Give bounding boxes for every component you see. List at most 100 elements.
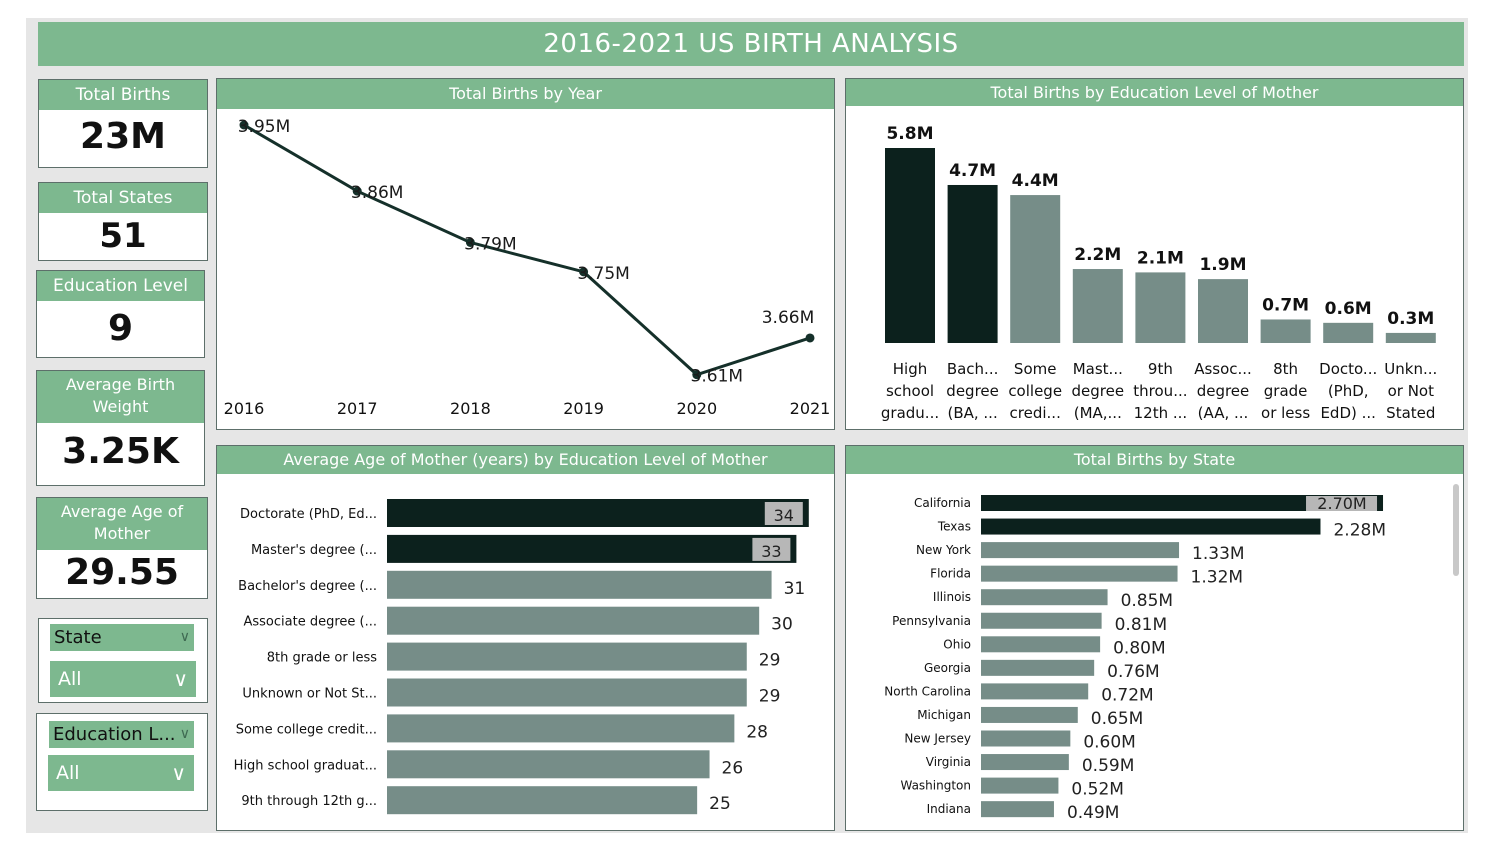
data-label: 5.8M bbox=[886, 124, 933, 144]
category-label: Unkn... bbox=[1384, 360, 1437, 378]
data-point bbox=[805, 333, 815, 343]
data-label: 33 bbox=[761, 542, 781, 561]
data-point bbox=[465, 237, 475, 247]
panel-title: Average Age of Mother (years) by Educati… bbox=[217, 446, 834, 474]
x-tick-label: 2020 bbox=[676, 399, 717, 418]
state-dropdown[interactable]: All ∨ bbox=[50, 661, 196, 697]
kpi-value: 23M bbox=[80, 116, 166, 157]
data-label: 0.6M bbox=[1325, 299, 1372, 319]
x-tick-label: 2017 bbox=[337, 399, 378, 418]
kpi-value: 9 bbox=[107, 308, 134, 349]
data-label: 30 bbox=[771, 615, 793, 635]
kpi-value: 29.55 bbox=[65, 552, 179, 593]
category-label: Bachelor's degree (... bbox=[238, 579, 377, 594]
category-label: 8th bbox=[1273, 360, 1298, 378]
bar bbox=[885, 148, 935, 343]
bar bbox=[981, 801, 1054, 818]
kpi-total-births[interactable]: Total Births 23M bbox=[38, 79, 208, 168]
data-label: 2.2M bbox=[1074, 245, 1121, 265]
data-label: 1.33M bbox=[1192, 544, 1245, 564]
dashboard-title: 2016-2021 US BIRTH ANALYSIS bbox=[38, 22, 1464, 66]
data-label: 2.70M bbox=[1317, 494, 1366, 513]
data-point bbox=[352, 186, 362, 196]
bar bbox=[981, 683, 1089, 700]
kpi-label: Average Age of Mother bbox=[37, 498, 207, 550]
data-label: 0.85M bbox=[1121, 591, 1174, 611]
bar bbox=[387, 570, 772, 599]
data-point bbox=[579, 267, 589, 277]
data-label: 0.3M bbox=[1387, 309, 1434, 329]
category-label: Some college credit... bbox=[236, 722, 377, 737]
data-label: 0.60M bbox=[1083, 733, 1136, 753]
category-label: or Not bbox=[1388, 382, 1435, 400]
bar bbox=[387, 750, 710, 779]
category-label: Georgia bbox=[924, 661, 971, 675]
data-label-background bbox=[1306, 496, 1378, 511]
category-label: Florida bbox=[930, 567, 971, 581]
data-label: 3.95M bbox=[238, 117, 291, 137]
category-label: Texas bbox=[937, 520, 971, 534]
category-label: Doctorate (PhD, Ed... bbox=[240, 507, 377, 522]
age-by-education-panel[interactable]: Average Age of Mother (years) by Educati… bbox=[216, 445, 835, 831]
data-label: 0.52M bbox=[1071, 780, 1124, 800]
education-dropdown[interactable]: All ∨ bbox=[48, 755, 194, 791]
bar bbox=[981, 659, 1095, 676]
series-line bbox=[243, 123, 811, 377]
bar bbox=[981, 589, 1108, 606]
data-label: 3.61M bbox=[691, 367, 744, 387]
slicer-title-label: Education L... bbox=[53, 724, 176, 745]
bar bbox=[981, 730, 1071, 747]
bar bbox=[1260, 319, 1311, 343]
kpi-value: 51 bbox=[99, 216, 147, 256]
bar bbox=[387, 642, 747, 671]
panel-title: Total Births by Education Level of Mothe… bbox=[846, 79, 1463, 106]
state-slicer: State ∨ All ∨ bbox=[38, 618, 208, 703]
data-label: 0.65M bbox=[1091, 709, 1144, 729]
bar bbox=[981, 518, 1321, 535]
births-by-year-chart: 3.95M 2016 3.86M 2017 3.79M 2018 3.75M 2019 3.61… bbox=[224, 117, 831, 418]
category-label: Ohio bbox=[943, 637, 971, 651]
chevron-down-icon[interactable]: ∨ bbox=[173, 667, 188, 691]
data-label: 34 bbox=[774, 506, 794, 525]
data-label: 0.49M bbox=[1067, 803, 1120, 823]
category-label: 9th bbox=[1148, 360, 1173, 378]
bar bbox=[1135, 272, 1186, 343]
data-label: 29 bbox=[759, 687, 781, 707]
kpi-total-states[interactable]: Total States 51 bbox=[38, 182, 208, 261]
data-label: 28 bbox=[746, 722, 768, 742]
data-label: 3.75M bbox=[577, 264, 630, 284]
category-label: (MA,... bbox=[1074, 404, 1122, 422]
category-label: grade bbox=[1264, 382, 1308, 400]
category-label: degree bbox=[1072, 382, 1125, 400]
panel-title: Total Births by Year bbox=[217, 79, 834, 109]
category-label: Assoc... bbox=[1194, 360, 1252, 378]
slicer-selected-value: All bbox=[56, 762, 80, 784]
education-slicer: Education L... ∨ All ∨ bbox=[36, 713, 208, 811]
slicer-title-label: State bbox=[54, 627, 102, 648]
births-by-education-panel[interactable]: Total Births by Education Level of Mothe… bbox=[845, 78, 1464, 430]
kpi-label: Education Level bbox=[37, 271, 204, 301]
vertical-scrollbar[interactable] bbox=[1453, 484, 1459, 576]
chevron-down-icon[interactable]: ∨ bbox=[171, 761, 186, 785]
category-label: or less bbox=[1261, 404, 1310, 422]
data-label-background bbox=[764, 502, 803, 525]
kpi-average-age-of-mother[interactable]: Average Age of Mother 29.55 bbox=[36, 497, 208, 599]
kpi-value: 3.25K bbox=[62, 431, 179, 472]
slicer-title: State ∨ bbox=[50, 624, 194, 651]
bar bbox=[387, 678, 747, 707]
births-by-year-panel[interactable]: Total Births by Year 3.95M 2016 3.86M 2017 3… bbox=[216, 78, 835, 430]
kpi-education-level[interactable]: Education Level 9 bbox=[36, 270, 205, 358]
category-label: EdD) ... bbox=[1320, 404, 1375, 422]
category-label: Mast... bbox=[1073, 360, 1123, 378]
x-tick-label: 2018 bbox=[450, 399, 491, 418]
kpi-label: Average Birth Weight bbox=[37, 371, 204, 423]
births-by-education-chart: 5.8M High school gradu... 4.7M Bach... degree (… bbox=[881, 124, 1437, 422]
births-by-state-panel[interactable]: Total Births by State California 2.70M Tex… bbox=[845, 445, 1464, 831]
x-tick-label: 2016 bbox=[224, 399, 265, 418]
data-label: 3.79M bbox=[464, 234, 517, 254]
data-label-background bbox=[752, 537, 791, 561]
kpi-average-birth-weight[interactable]: Average Birth Weight 3.25K bbox=[36, 370, 205, 486]
category-label: 12th ... bbox=[1134, 404, 1188, 422]
data-label: 0.81M bbox=[1115, 615, 1168, 635]
data-label: 25 bbox=[709, 794, 731, 814]
